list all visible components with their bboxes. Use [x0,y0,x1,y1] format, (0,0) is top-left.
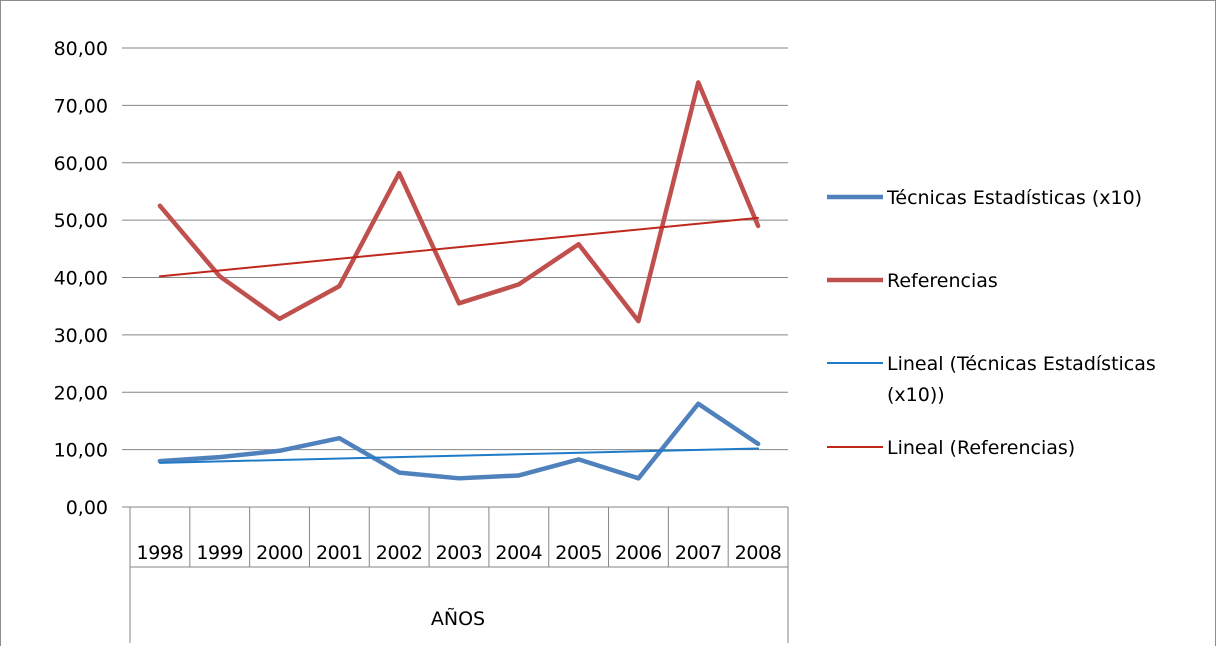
series-line [157,80,761,324]
x-tick-label: 2007 [675,542,722,564]
series-line [158,216,760,278]
x-tick-label: 2001 [316,542,363,564]
series-line [158,447,760,464]
y-tick-label: 80,00 [54,38,108,60]
y-tick-label: 60,00 [54,153,108,175]
x-tick-label: 2005 [555,542,602,564]
legend-label: Técnicas Estadísticas (x10) [886,187,1142,209]
y-tick-label: 20,00 [54,382,108,404]
legend: Técnicas Estadísticas (x10) Referencias Li… [827,187,1156,459]
series-line [157,401,761,481]
series-lines [157,80,761,481]
legend-label: Lineal (Técnicas Estadísticas [887,353,1156,375]
x-tick-label: 2002 [376,542,423,564]
legend-label: Referencias [887,270,998,292]
x-tick-label: 1998 [137,542,184,564]
y-tick-label: 10,00 [54,440,108,462]
x-axis-title: AÑOS [431,607,485,630]
legend-label: Lineal (Referencias) [887,437,1075,459]
x-tick-label: 2000 [256,542,303,564]
y-tick-label: 40,00 [54,268,108,290]
x-tick-label: 2008 [735,542,782,564]
x-axis: 1998 1999 2000 2001 2002 2003 2004 2005 2006 2007… [129,507,789,643]
y-tick-label: 70,00 [54,95,108,117]
gridlines [122,47,788,508]
x-tick-label: 2004 [495,542,542,564]
x-tick-label: 2003 [436,542,483,564]
y-axis-tick-labels: 0,00 10,00 20,00 30,00 40,00 50,00 60,00 70,00 8… [54,38,108,519]
y-tick-label: 30,00 [54,325,108,347]
x-tick-label: 2006 [615,542,662,564]
legend-label: (x10)) [887,384,945,406]
x-tick-label: 1999 [196,542,243,564]
y-tick-label: 50,00 [54,210,108,232]
y-tick-label: 0,00 [66,497,108,519]
